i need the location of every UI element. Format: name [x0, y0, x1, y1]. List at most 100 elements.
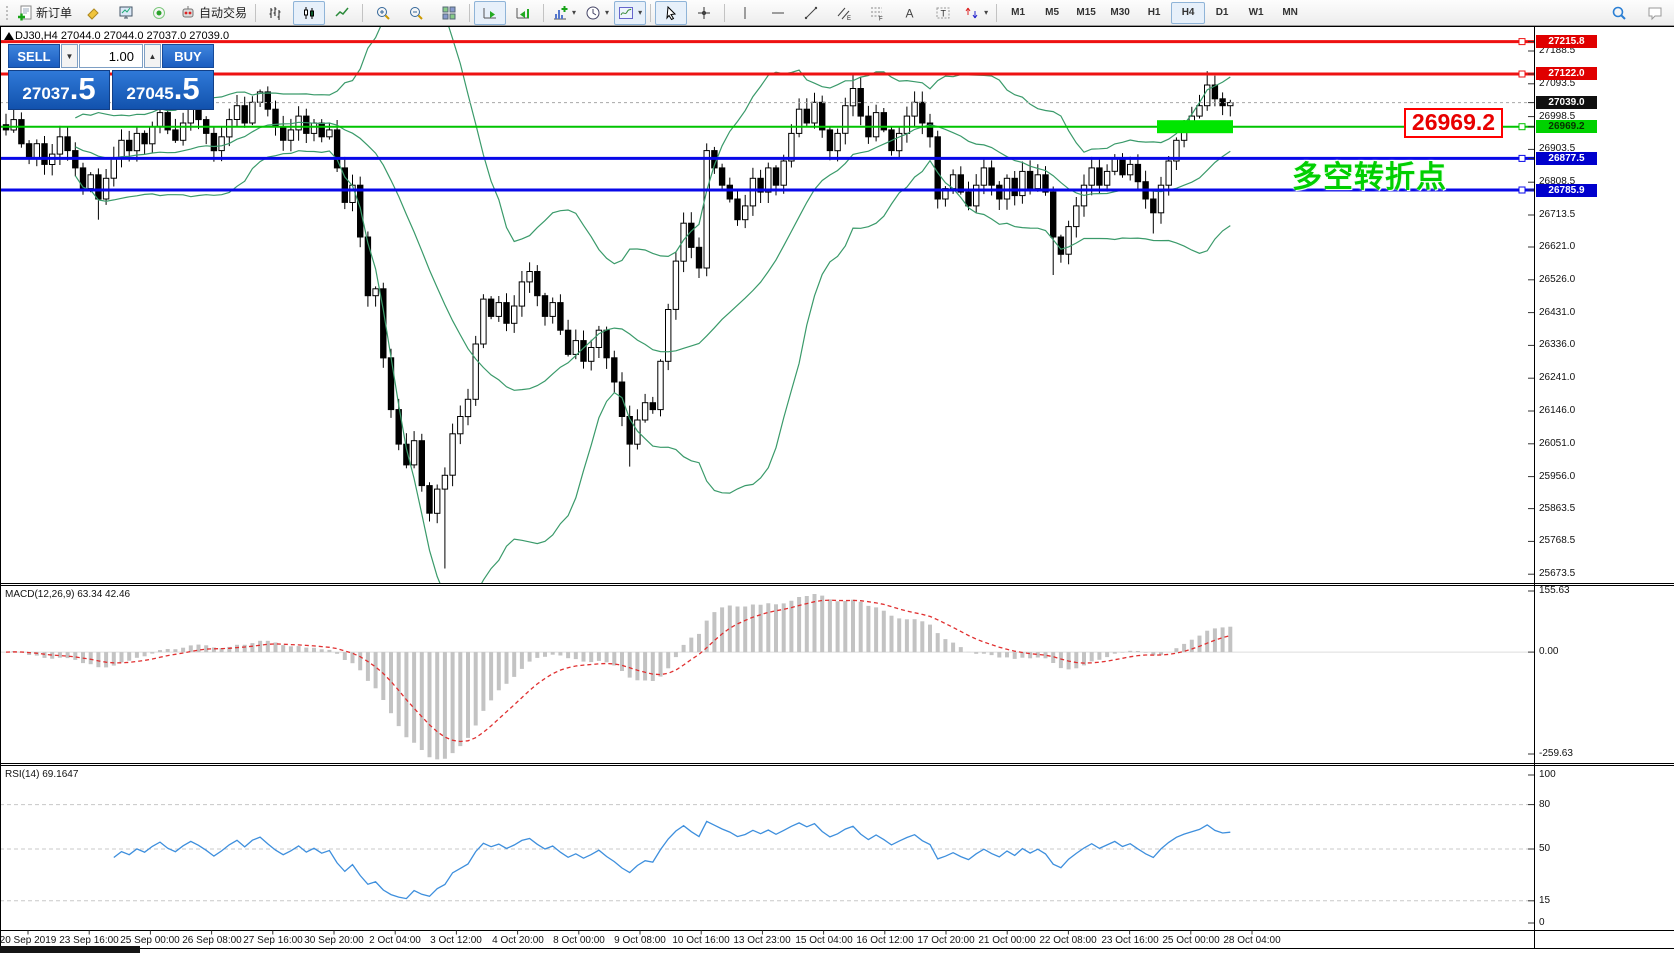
price-tick-label: 26051.0	[1539, 438, 1576, 449]
eraser-button[interactable]	[77, 1, 109, 25]
autotrading-label: 自动交易	[199, 6, 248, 20]
timeframe-group: M1 M5 M15 M30 H1 H4 D1 W1 MN	[1001, 1, 1307, 24]
autoscroll-button[interactable]	[474, 0, 507, 25]
timeframe-m15-button[interactable]: M15	[1076, 7, 1096, 18]
search-icon	[1611, 5, 1627, 21]
cursor-icon	[663, 5, 679, 21]
time-tick-label: 3 Oct 12:00	[430, 935, 482, 946]
indicators-button[interactable]: ▾	[548, 1, 580, 25]
crosshair-icon	[696, 5, 712, 21]
timeframe-h1-button[interactable]: H1	[1147, 7, 1161, 18]
tile-windows-icon	[441, 5, 457, 21]
price-tick-label: 25863.5	[1539, 503, 1576, 514]
horizontal-line-icon	[770, 5, 786, 21]
time-tick-label: 22 Oct 08:00	[1039, 935, 1097, 946]
text-label-button[interactable]: T	[927, 1, 959, 25]
autoscroll-icon	[482, 5, 498, 21]
zoom-out-button[interactable]	[400, 1, 432, 25]
price-tick-label: 25768.5	[1539, 535, 1576, 546]
main-toolbar: 新订单 自动交易 ▾ ▾ ▾ E F A T ▾ M1 M5 M15 M30 H1 H4 D…	[0, 0, 1674, 26]
time-tick-label: 2 Oct 04:00	[369, 935, 421, 946]
price-tick-label: 26621.0	[1539, 241, 1576, 252]
vertical-line-button[interactable]	[729, 1, 761, 25]
new-order-button[interactable]: 新订单	[13, 1, 76, 25]
horizontal-scrollbar-thumb[interactable]	[0, 946, 140, 953]
rsi-tick-label: 15	[1539, 895, 1551, 906]
eraser-icon	[85, 5, 101, 21]
price-callout[interactable]: 26969.2	[1404, 108, 1503, 138]
text-button[interactable]: A	[894, 1, 926, 25]
timeframe-h4-button[interactable]: H4	[1171, 1, 1206, 24]
templates-button[interactable]: ▾	[614, 0, 647, 25]
chart-shift-button[interactable]	[507, 1, 539, 25]
line-chart-button[interactable]	[326, 1, 358, 25]
chat-button[interactable]	[1639, 1, 1671, 25]
cursor-button[interactable]	[655, 0, 688, 25]
arrows-button[interactable]: ▾	[960, 1, 992, 25]
tile-windows-button[interactable]	[433, 1, 465, 25]
timeframe-w1-button[interactable]: W1	[1248, 7, 1264, 18]
clock-icon	[585, 5, 601, 21]
timeframe-d1-button[interactable]: D1	[1215, 7, 1229, 18]
timeframe-m1-button[interactable]: M1	[1011, 7, 1026, 18]
autotrading-button[interactable]: 自动交易	[176, 1, 251, 25]
crosshair-button[interactable]	[688, 1, 720, 25]
toolbar-right-group	[1603, 1, 1671, 25]
buy-price-frac: .5	[173, 71, 200, 106]
time-tick-label: 4 Oct 20:00	[492, 935, 544, 946]
trendline-icon	[803, 5, 819, 21]
dropdown-arrow: ▾	[605, 8, 610, 17]
new-order-icon	[17, 5, 33, 21]
buy-button[interactable]: BUY	[162, 44, 214, 68]
zoom-in-icon	[375, 5, 391, 21]
volume-decrease-button[interactable]: ▼	[61, 44, 78, 68]
chart-title: DJ30,H4 27044.0 27044.0 27037.0 27039.0	[15, 30, 230, 42]
price-tick-label: 26336.0	[1539, 339, 1576, 350]
svg-text:T: T	[941, 8, 947, 18]
search-button[interactable]	[1603, 1, 1635, 25]
object-anchor-icon[interactable]	[4, 32, 14, 40]
timeframe-m30-button[interactable]: M30	[1110, 7, 1130, 18]
timeframe-m5-button[interactable]: M5	[1045, 7, 1060, 18]
timeframe-mn-button[interactable]: MN	[1282, 7, 1298, 18]
bar-chart-icon	[268, 5, 284, 21]
price-tick-label: 27188.5	[1539, 45, 1576, 56]
volume-increase-button[interactable]: ▲	[144, 44, 161, 68]
toolbar-separator	[996, 3, 998, 22]
toolbar-separator	[543, 3, 545, 22]
market-depth-button[interactable]	[110, 1, 142, 25]
price-badge: 26785.9	[1536, 184, 1597, 197]
macd-tick-label: 155.63	[1539, 585, 1570, 596]
bar-chart-button[interactable]	[260, 1, 292, 25]
price-badge: 27039.0	[1536, 96, 1597, 109]
time-tick-label: 27 Sep 16:00	[243, 935, 303, 946]
horizontal-line-button[interactable]	[762, 1, 794, 25]
autotrading-icon	[180, 5, 196, 21]
sell-price-box[interactable]: 27037.5	[8, 70, 110, 110]
dropdown-arrow: ▾	[572, 8, 577, 17]
buy-price-box[interactable]: 27045.5	[112, 70, 214, 110]
price-tick-label: 26431.0	[1539, 307, 1576, 318]
candlestick-chart-icon	[301, 5, 317, 21]
price-tick-label: 25956.0	[1539, 471, 1576, 482]
price-tick-label: 26146.0	[1539, 405, 1576, 416]
signal-icon	[151, 5, 167, 21]
rsi-tick-label: 100	[1539, 769, 1556, 780]
equidistant-channel-button[interactable]: E	[828, 1, 860, 25]
arrows-icon	[964, 5, 980, 21]
signals-button[interactable]	[143, 1, 175, 25]
volume-input[interactable]: 1.00	[79, 44, 143, 68]
sell-button[interactable]: SELL	[8, 44, 60, 68]
one-click-trade-panel: SELL ▼ 1.00 ▲ BUY 27037.5 27045.5	[8, 44, 214, 110]
line-chart-icon	[334, 5, 350, 21]
zoom-in-button[interactable]	[367, 1, 399, 25]
annotation-text[interactable]: 多空转折点	[1292, 161, 1447, 194]
sell-price-frac: .5	[69, 71, 96, 106]
candlestick-chart-button[interactable]	[293, 0, 326, 25]
macd-tick-label: -259.63	[1539, 748, 1573, 759]
trendline-button[interactable]	[795, 1, 827, 25]
toolbar-grip[interactable]	[5, 4, 10, 21]
fibonacci-button[interactable]: F	[861, 1, 893, 25]
periods-button[interactable]: ▾	[581, 1, 613, 25]
